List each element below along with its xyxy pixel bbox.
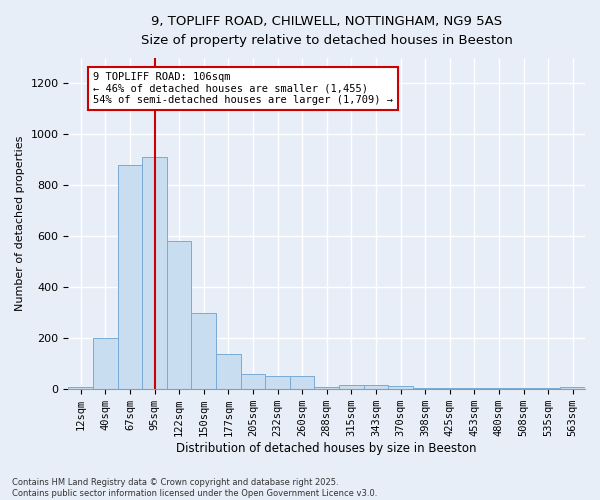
Bar: [118, 165, 142, 389]
Bar: [167, 242, 191, 389]
Bar: [68, 387, 93, 389]
Bar: [314, 386, 339, 389]
Bar: [265, 376, 290, 389]
Bar: [462, 388, 487, 389]
Bar: [339, 384, 364, 389]
Bar: [241, 374, 265, 389]
Bar: [413, 388, 437, 389]
Bar: [487, 388, 511, 389]
Bar: [364, 384, 388, 389]
Text: 9 TOPLIFF ROAD: 106sqm
← 46% of detached houses are smaller (1,455)
54% of semi-: 9 TOPLIFF ROAD: 106sqm ← 46% of detached…: [93, 72, 393, 105]
Bar: [388, 386, 413, 389]
Bar: [290, 376, 314, 389]
Bar: [511, 388, 536, 389]
Title: 9, TOPLIFF ROAD, CHILWELL, NOTTINGHAM, NG9 5AS
Size of property relative to deta: 9, TOPLIFF ROAD, CHILWELL, NOTTINGHAM, N…: [141, 15, 512, 47]
Bar: [191, 313, 216, 389]
Bar: [437, 388, 462, 389]
X-axis label: Distribution of detached houses by size in Beeston: Distribution of detached houses by size …: [176, 442, 477, 455]
Y-axis label: Number of detached properties: Number of detached properties: [15, 136, 25, 311]
Bar: [216, 354, 241, 389]
Text: Contains HM Land Registry data © Crown copyright and database right 2025.
Contai: Contains HM Land Registry data © Crown c…: [12, 478, 377, 498]
Bar: [536, 388, 560, 389]
Bar: [93, 338, 118, 389]
Bar: [142, 158, 167, 389]
Bar: [560, 387, 585, 389]
